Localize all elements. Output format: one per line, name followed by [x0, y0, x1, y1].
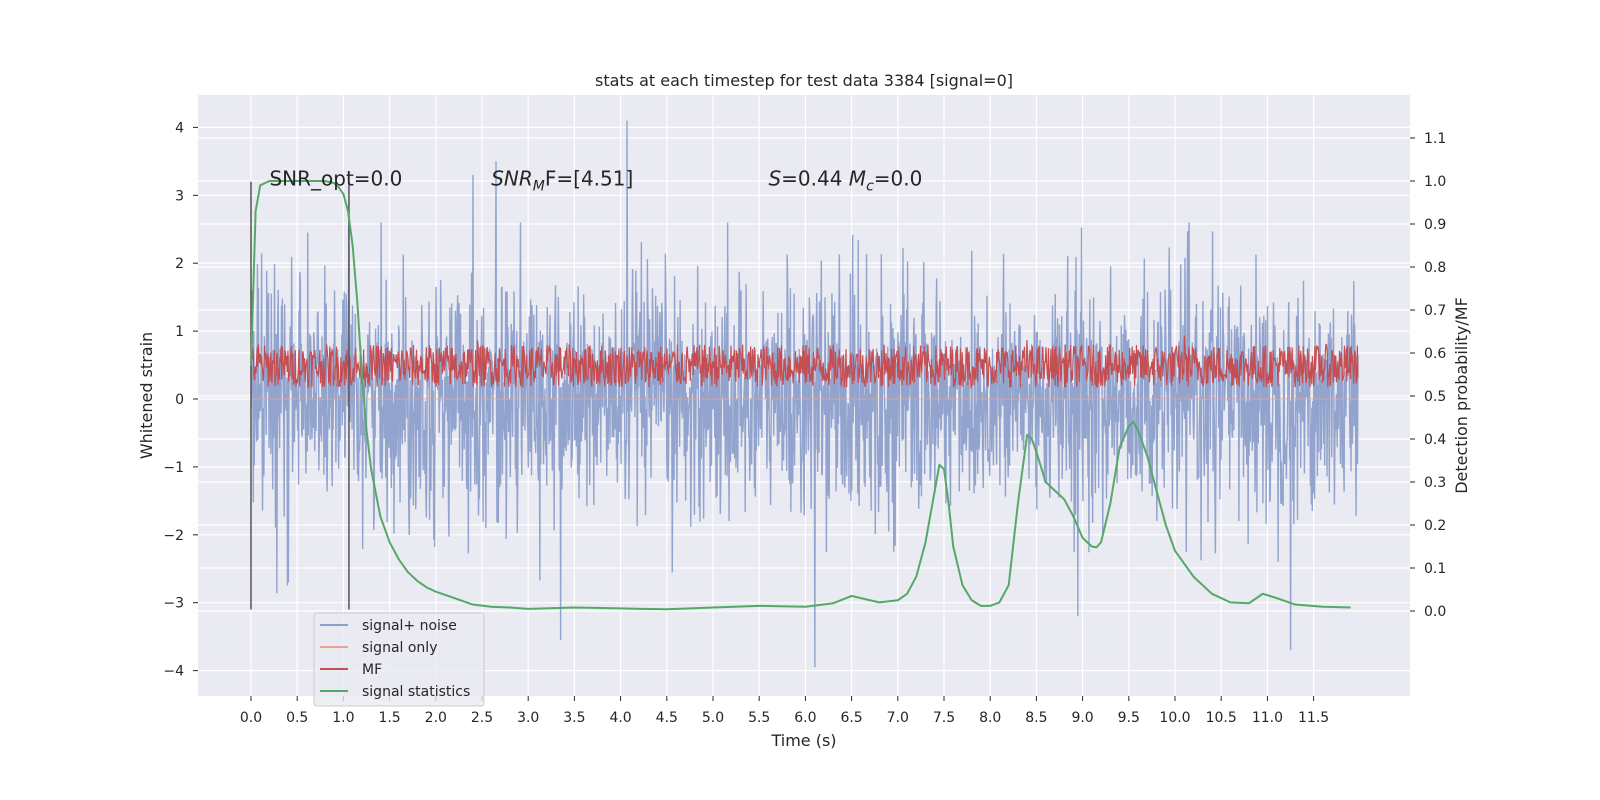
y-axis-right-label: Detection probability/MF: [1452, 297, 1471, 494]
annotations: SNR_opt=0.0 SNRMF=[4.51] S=0.44 Mc=0.0: [269, 166, 922, 194]
y-left-tick-label: −1: [163, 460, 184, 476]
y-right-tick-label: 0.1: [1424, 561, 1446, 577]
y-right-tick-label: 0.6: [1424, 346, 1446, 362]
x-tick-label: 6.5: [840, 710, 862, 726]
x-tick-label: 3.0: [517, 710, 539, 726]
series-group: [250, 120, 1359, 668]
annotation-text: SNR_opt=0.0: [269, 166, 402, 190]
x-tick-label: 5.5: [748, 710, 770, 726]
legend-label: signal statistics: [362, 684, 470, 700]
series-signal-statistics-line: [250, 180, 1351, 611]
x-tick-label: 6.0: [794, 710, 816, 726]
y-right-tick-label: 0.8: [1424, 260, 1446, 276]
y-left-tick-label: −3: [163, 596, 184, 612]
x-tick-label: 10.0: [1159, 710, 1190, 726]
annotation-text: SNRMF=[4.51]: [491, 166, 633, 194]
x-tick-label: 1.0: [332, 710, 354, 726]
x-tick-label: 0.5: [286, 710, 308, 726]
x-tick-label: 8.5: [1025, 710, 1047, 726]
y-left-tick-label: −4: [163, 664, 184, 680]
y-right-tick-label: 0.9: [1424, 217, 1446, 233]
y-axis-left-label: Whitened strain: [137, 332, 156, 459]
x-tick-label: 11.0: [1252, 710, 1283, 726]
y-left-tick-label: 4: [175, 120, 184, 136]
x-tick-label: 2.0: [425, 710, 447, 726]
annotation-part: M: [533, 178, 545, 194]
annotation-part: SNR: [491, 166, 533, 190]
y-right-tick-label: 1.1: [1424, 131, 1446, 147]
x-tick-label: 7.0: [887, 710, 909, 726]
annotation-part: =0.0: [874, 166, 923, 190]
x-tick-label: 0.0: [240, 710, 262, 726]
x-tick-label: 10.5: [1206, 710, 1237, 726]
annotation-text: S=0.44 Mc=0.0: [768, 166, 922, 194]
y-left-tick-label: 1: [175, 324, 184, 340]
x-tick-label: 4.5: [656, 710, 678, 726]
y-right-tick-label: 0.5: [1424, 389, 1446, 405]
y-left-tick-label: 2: [175, 256, 184, 272]
legend-box: [313, 612, 485, 707]
y-right-tick-label: 1.0: [1424, 174, 1446, 190]
series-mf-line: [250, 335, 1359, 390]
x-axis-label: Time (s): [770, 731, 836, 750]
data-layer: [250, 120, 1359, 668]
y-left-tick-label: 3: [175, 188, 184, 204]
annotation-part: M: [849, 166, 866, 190]
x-tick-label: 2.5: [471, 710, 493, 726]
y-left-tick-label: −2: [163, 528, 184, 544]
annotation-part: F=[4.51]: [545, 166, 633, 190]
y-right-tick-label: 0.4: [1424, 432, 1446, 448]
legend: signal+ noise signal only MF signal statist…: [313, 612, 485, 707]
legend-label: MF: [362, 662, 382, 678]
x-tick-label: 4.0: [609, 710, 631, 726]
annotation-part: =0.44: [781, 166, 849, 190]
x-tick-label: 5.0: [702, 710, 724, 726]
legend-label: signal+ noise: [362, 618, 457, 634]
x-tick-label: 1.5: [378, 710, 400, 726]
y-right-tick-label: 0.3: [1424, 475, 1446, 491]
y-left-tick-label: 0: [175, 392, 184, 408]
x-tick-label: 9.0: [1071, 710, 1093, 726]
x-tick-label: 9.5: [1118, 710, 1140, 726]
chart-title: stats at each timestep for test data 338…: [595, 71, 1013, 90]
x-tick-label: 7.5: [933, 710, 955, 726]
annotation-part: c: [866, 178, 874, 194]
x-tick-label: 3.5: [563, 710, 585, 726]
annotation-part: S: [768, 166, 781, 190]
legend-label: signal only: [362, 640, 437, 656]
y-right-tick-label: 0.7: [1424, 303, 1446, 319]
ticks: 0.0 0.5 1.0 1.5 2.0 2.5 3.0 3.5 4.0 4.5 5.0 5.5 6.0 6…: [163, 120, 1446, 726]
x-tick-label: 11.5: [1298, 710, 1329, 726]
y-right-tick-label: 0.2: [1424, 518, 1446, 534]
y-right-tick-label: 0.0: [1424, 604, 1446, 620]
x-tick-label: 8.0: [979, 710, 1001, 726]
